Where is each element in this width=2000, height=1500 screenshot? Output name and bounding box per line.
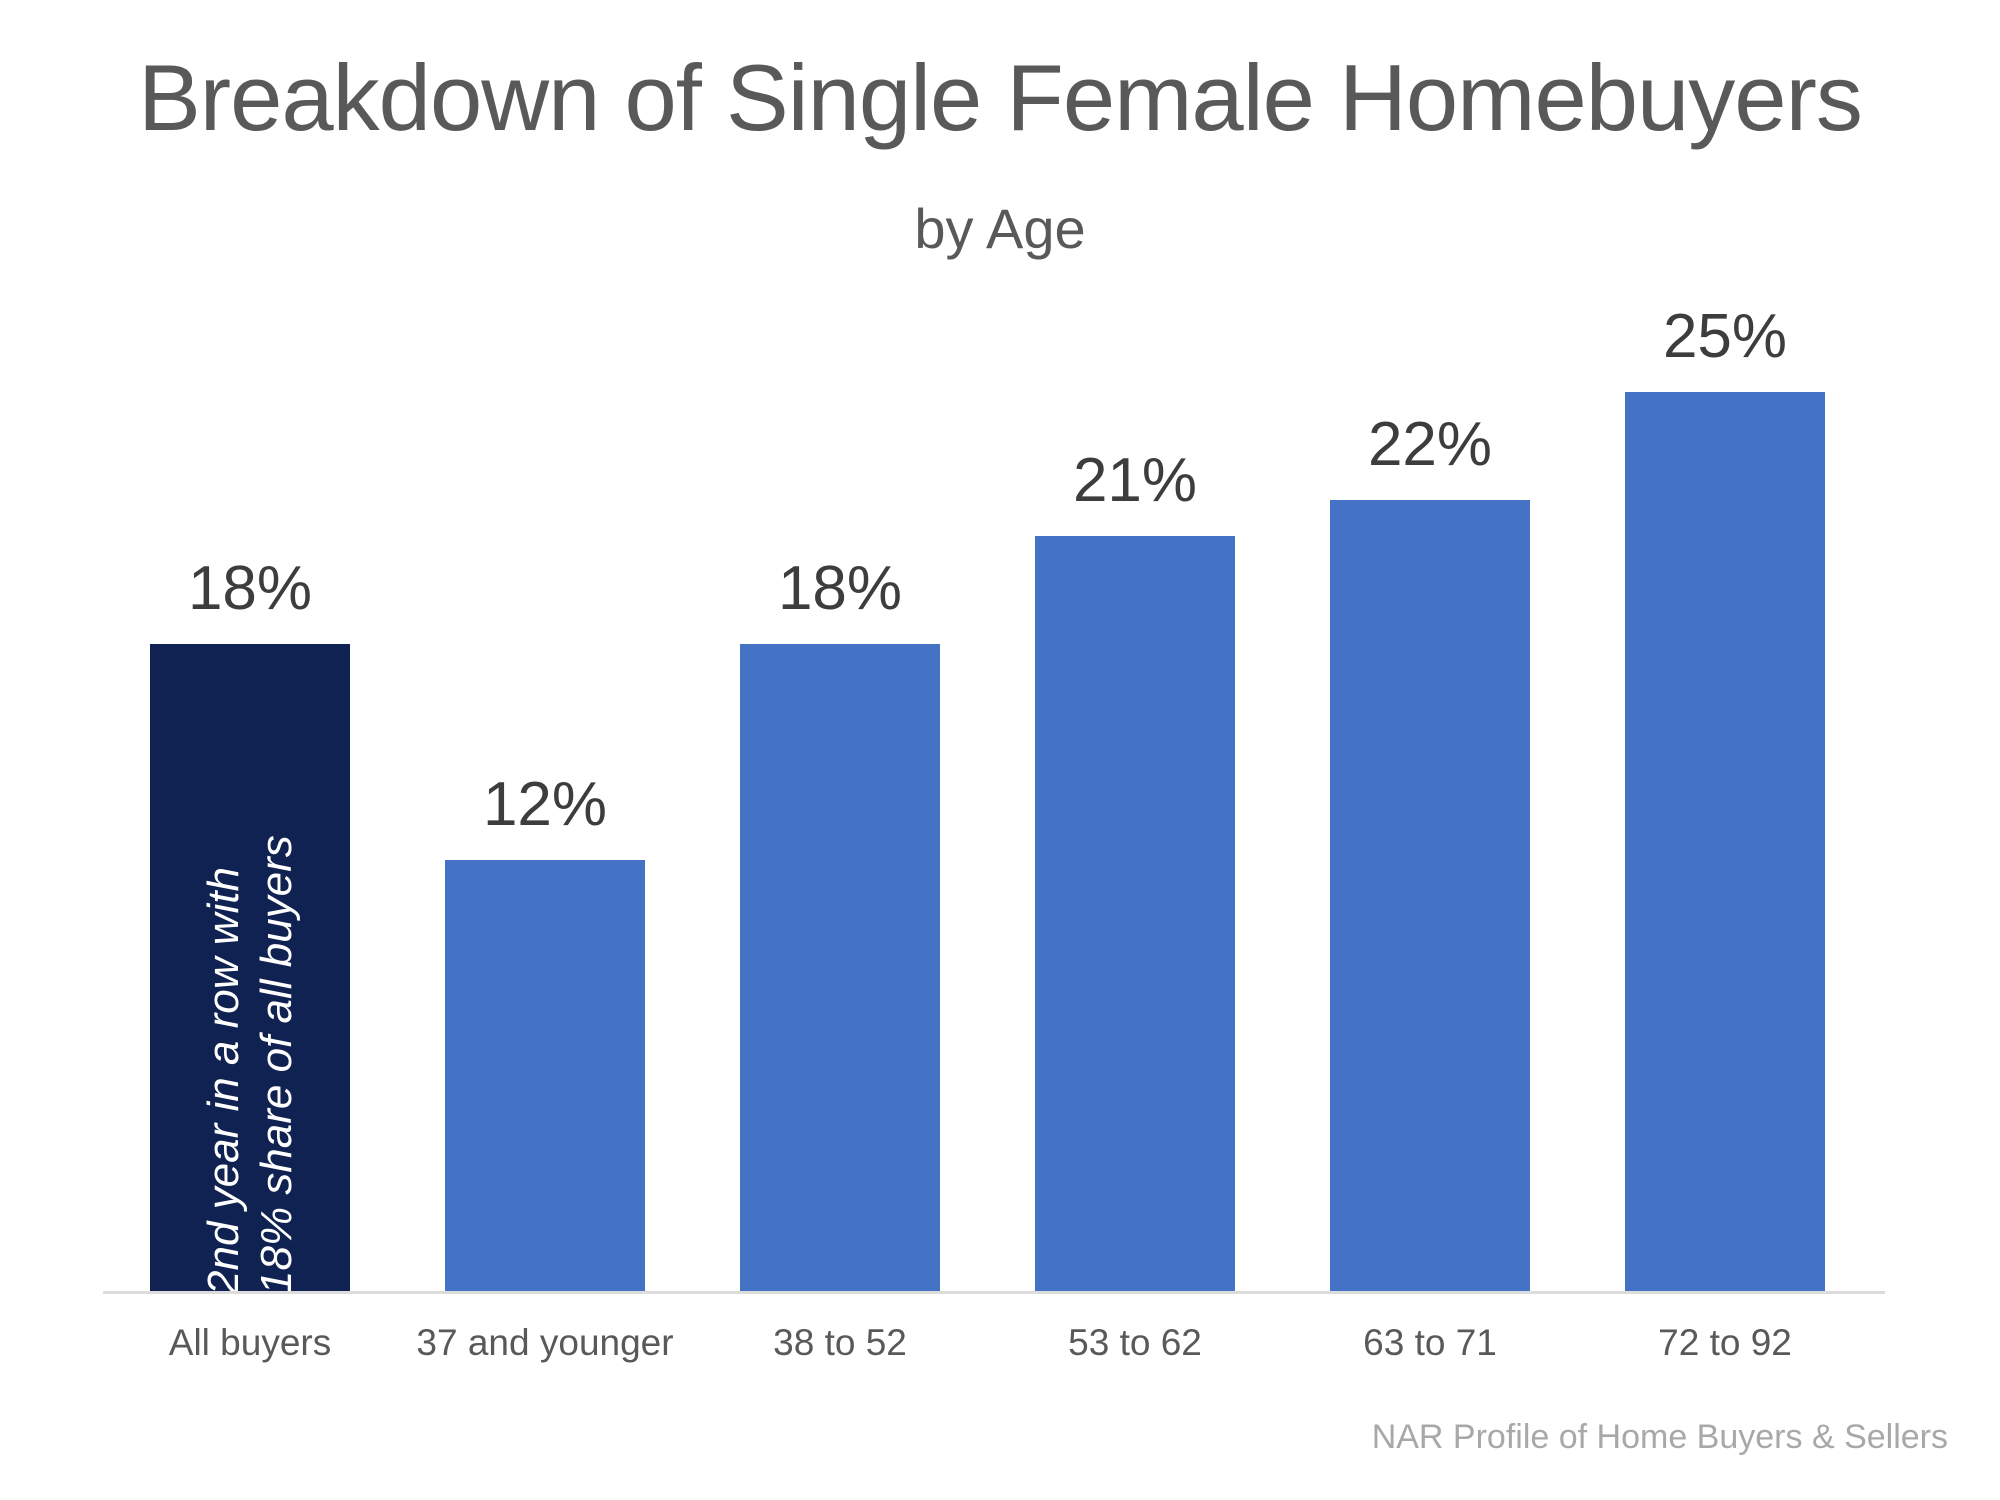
bar-column-38-to-52: 18% 38 to 52 (740, 392, 940, 1363)
bars: 18% 2nd year in a row with 18% share of a… (150, 302, 1825, 1363)
page-title: Breakdown of Single Female Homebuyers (138, 45, 1863, 150)
category-label: 53 to 62 (1068, 1322, 1202, 1363)
category-label: 72 to 92 (1658, 1322, 1792, 1363)
bar-column-all-buyers: 18% 2nd year in a row with 18% share of a… (150, 392, 350, 1363)
value-label: 18% (187, 554, 313, 623)
bar-53-to-62: 21% (1035, 446, 1235, 1292)
annotation-line: 2nd year in a row with (199, 867, 248, 1295)
bar-all-buyers: 18% 2nd year in a row with 18% share of a… (150, 554, 350, 1295)
value-label: 18% (777, 554, 903, 623)
value-label: 22% (1367, 410, 1493, 479)
bar-column-37-and-younger: 12% 37 and younger (416, 392, 673, 1363)
category-label: All buyers (168, 1322, 332, 1363)
x-axis-line (103, 1291, 1885, 1294)
value-label: 25% (1662, 302, 1788, 371)
bar-63-to-71: 22% (1330, 410, 1530, 1292)
source-credit: NAR Profile of Home Buyers & Sellers (1371, 1418, 1948, 1456)
category-label: 63 to 71 (1363, 1322, 1497, 1363)
value-label: 21% (1072, 446, 1198, 515)
annotation-line: 18% share of all buyers (252, 835, 301, 1295)
bar-37-and-younger: 12% (445, 770, 645, 1292)
bar-column-72-to-92: 25% 72 to 92 (1625, 302, 1825, 1363)
bar-column-53-to-62: 21% 53 to 62 (1035, 392, 1235, 1363)
value-label: 12% (482, 770, 608, 839)
page-subtitle: by Age (914, 197, 1086, 260)
highlight-bar-annotation: 2nd year in a row with 18% share of all b… (197, 775, 303, 1295)
bar-column-63-to-71: 22% 63 to 71 (1330, 392, 1530, 1363)
bar-38-to-52: 18% (740, 554, 940, 1292)
category-label: 38 to 52 (773, 1322, 907, 1363)
category-label: 37 and younger (416, 1322, 674, 1363)
bar-72-to-92: 25% (1625, 302, 1825, 1292)
